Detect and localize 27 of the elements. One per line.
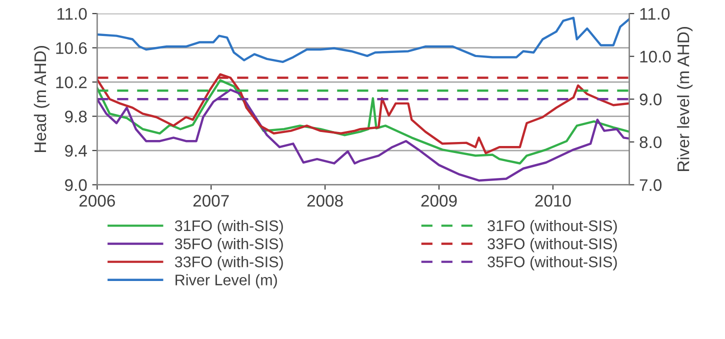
line-series <box>97 79 630 164</box>
y-tick-label: 10.6 <box>56 42 87 54</box>
legend-label: 35FO (without-SIS) <box>488 256 617 270</box>
x-tick-label: 2010 <box>535 194 571 207</box>
line-series <box>97 16 630 64</box>
legend-label: 33FO (with-SIS) <box>174 256 283 270</box>
y-tick-label: 9.8 <box>65 110 87 122</box>
y-tick-label: 9.4 <box>65 144 87 157</box>
y2-tick-label: 9.0 <box>640 94 662 106</box>
x-tick-label: 2008 <box>307 194 343 207</box>
y-tick-label: 11.0 <box>57 8 87 20</box>
legend-label: 35FO (with-SIS) <box>174 238 283 252</box>
y-tick-label: 10.2 <box>56 76 87 88</box>
legend-label: River Level (m) <box>176 274 277 288</box>
y-axis-title: Head (m AHD) <box>34 46 50 152</box>
y-tick-label: 9.0 <box>65 179 87 191</box>
x-tick-label: 2009 <box>421 194 457 207</box>
x-tick-label: 2007 <box>193 194 229 207</box>
y2-tick-label: 11.0 <box>640 8 670 20</box>
y2-axis-title: River level (m AHD) <box>677 27 693 171</box>
y2-tick-label: 7.0 <box>640 179 662 191</box>
x-tick-label: 2006 <box>79 194 115 207</box>
y2-tick-label: 8.0 <box>640 136 662 148</box>
legend-label: 31FO (with-SIS) <box>174 220 283 234</box>
legend-label: 33FO (without-SIS) <box>488 238 617 252</box>
legend-label: 31FO (without-SIS) <box>488 220 617 234</box>
y2-tick-label: 10.0 <box>640 50 671 63</box>
